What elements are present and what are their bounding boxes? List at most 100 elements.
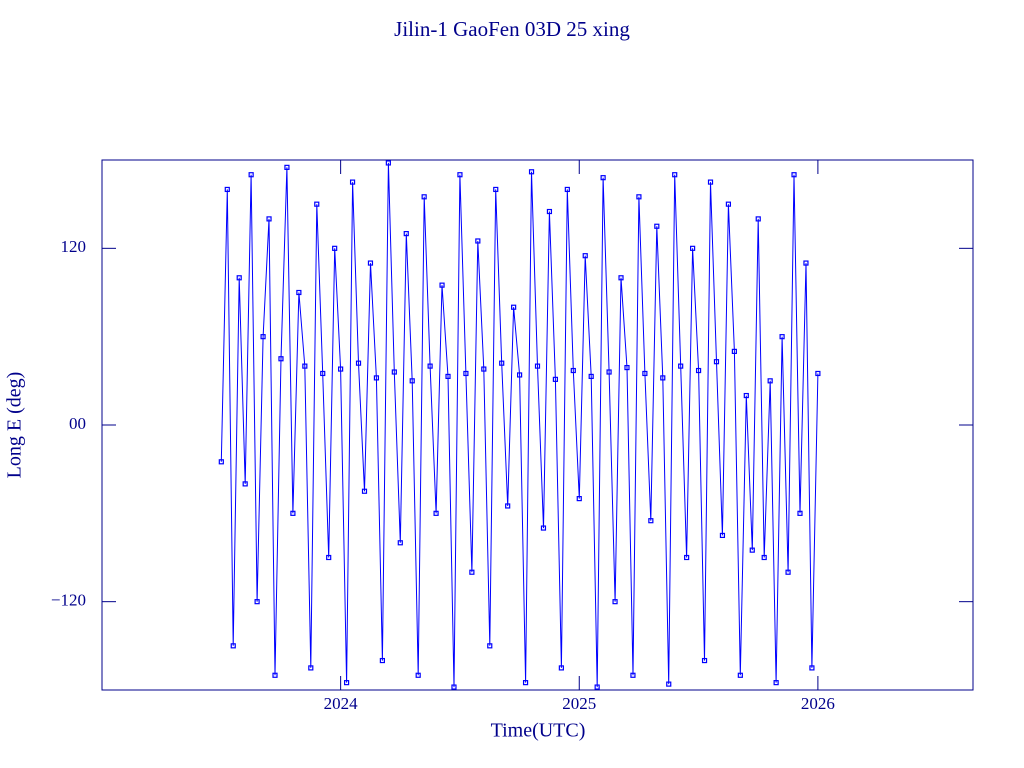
data-point <box>636 194 642 200</box>
data-point <box>809 665 815 671</box>
chart-title: Jilin-1 GaoFen 03D 25 xing <box>394 17 630 41</box>
data-point <box>230 643 236 649</box>
x-tick-label: 2026 <box>801 694 835 713</box>
data-point <box>355 360 362 366</box>
data-point <box>481 366 487 372</box>
data-point <box>517 372 523 378</box>
data-point <box>391 369 397 375</box>
x-tick-label: 2024 <box>324 694 359 713</box>
y-axis-label: Long E (deg) <box>4 372 26 479</box>
data-point <box>630 672 636 678</box>
data-point <box>242 481 248 487</box>
data-point <box>397 540 403 546</box>
data-point <box>678 363 684 369</box>
data-point <box>421 194 427 200</box>
data-point <box>534 363 541 369</box>
data-point <box>528 169 535 175</box>
x-tick-label: 2025 <box>562 694 596 713</box>
data-point <box>558 665 564 671</box>
data-point <box>690 245 696 251</box>
data-point <box>707 179 714 185</box>
data-point <box>564 186 570 193</box>
data-point <box>660 375 666 381</box>
data-point <box>642 370 648 377</box>
data-point <box>385 160 391 166</box>
data-point <box>367 260 374 266</box>
data-point <box>493 186 499 193</box>
data-point <box>343 680 350 686</box>
data-point <box>224 186 230 193</box>
data-point <box>266 216 272 222</box>
data-point <box>588 373 594 380</box>
data-point <box>332 245 338 251</box>
data-point <box>540 525 547 531</box>
data-point <box>713 359 720 365</box>
data-point <box>582 253 588 259</box>
data-point <box>725 201 732 207</box>
data-point <box>719 532 726 539</box>
y-tick-label: 00 <box>69 414 86 433</box>
data-point <box>457 172 463 178</box>
data-point <box>326 554 332 561</box>
data-point <box>218 459 224 465</box>
data-point <box>594 684 600 690</box>
data-point <box>755 216 761 222</box>
data-point <box>349 179 356 185</box>
data-point <box>415 672 421 678</box>
data-point <box>606 369 612 375</box>
data-point <box>403 231 409 237</box>
data-point <box>469 569 475 575</box>
data-point <box>695 367 702 374</box>
data-point <box>254 599 260 605</box>
data-point <box>743 392 749 399</box>
data-point <box>731 348 737 354</box>
data-point <box>612 599 618 605</box>
data-point <box>302 363 308 369</box>
data-point <box>379 657 385 664</box>
data-point <box>290 510 296 516</box>
data-point <box>314 201 320 207</box>
data-point <box>439 282 445 288</box>
data-point <box>445 373 451 380</box>
data-point <box>815 370 821 377</box>
data-point <box>761 554 767 561</box>
data-point <box>463 370 469 377</box>
data-point <box>296 289 302 296</box>
data-point <box>284 164 290 170</box>
data-point <box>373 375 380 381</box>
data-point <box>624 364 630 371</box>
data-point <box>308 665 314 671</box>
data-point <box>409 378 415 384</box>
data-point <box>767 378 773 384</box>
y-tick-label: −120 <box>51 591 86 610</box>
data-point <box>803 260 809 266</box>
data-point <box>666 681 672 687</box>
data-point <box>522 680 529 686</box>
data-point <box>654 223 660 229</box>
data-point <box>737 672 743 678</box>
data-point <box>451 684 457 690</box>
data-point <box>320 370 326 377</box>
data-point <box>570 367 576 374</box>
data-point <box>701 657 708 664</box>
data-point <box>684 554 690 561</box>
y-tick-label: 120 <box>61 237 87 256</box>
data-point <box>797 510 803 516</box>
data-point <box>791 172 797 178</box>
data-point <box>618 275 624 281</box>
data-point <box>576 496 582 502</box>
data-point <box>546 208 553 215</box>
data-point <box>785 569 791 575</box>
data-point <box>511 304 517 310</box>
data-point <box>773 680 779 686</box>
data-point <box>749 547 755 553</box>
data-point <box>505 503 511 509</box>
x-axis-label: Time(UTC) <box>491 720 586 742</box>
data-point <box>260 334 266 340</box>
data-line <box>220 162 819 688</box>
data-point <box>487 643 493 649</box>
data-point <box>248 172 254 178</box>
data-point <box>433 510 439 516</box>
data-point <box>338 366 344 372</box>
